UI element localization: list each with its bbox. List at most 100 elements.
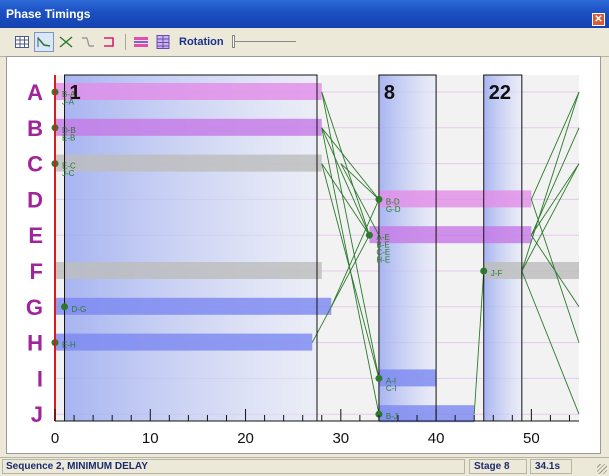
transition-label: A-I — [386, 376, 396, 385]
phase-row-label: C — [27, 152, 43, 177]
transition-line — [340, 163, 380, 200]
phase-row-label: F — [30, 259, 43, 284]
line-view-button[interactable] — [34, 32, 54, 52]
transition-label: J-A — [62, 98, 75, 107]
transition-label: B-D — [386, 197, 400, 206]
status-bar: Sequence 2, MINIMUM DELAY Stage 8 34.1s — [0, 457, 609, 476]
split-view-icon — [82, 37, 94, 47]
split-view-button[interactable] — [78, 32, 98, 52]
x-tick-label: 20 — [237, 430, 254, 447]
transition-line — [530, 234, 580, 308]
stage-number: 1 — [70, 82, 81, 104]
phase-row-label: I — [37, 366, 43, 391]
stage-area[interactable] — [378, 75, 437, 421]
transition-label: C-I — [386, 384, 397, 393]
phase-bar[interactable] — [369, 226, 532, 244]
resize-grip[interactable] — [597, 464, 607, 474]
phase-row-label: G — [26, 295, 43, 320]
x-tick-label: 10 — [142, 430, 159, 447]
phase-row-label: D — [27, 187, 43, 212]
rotation-slider[interactable] — [231, 35, 296, 49]
transition-label: E-C — [62, 162, 76, 171]
x-tick-label: 0 — [51, 430, 59, 447]
transition-marker[interactable] — [365, 231, 373, 239]
phase-bar[interactable] — [378, 369, 437, 387]
bar-color-icon — [134, 37, 148, 47]
transition-line — [530, 91, 580, 200]
grid-view-button[interactable] — [12, 32, 32, 52]
phase-bar[interactable] — [378, 190, 532, 208]
transition-label: B-E — [376, 241, 389, 250]
transition-line — [321, 91, 370, 236]
x-tick-label: 50 — [523, 430, 540, 447]
transition-line — [521, 91, 580, 272]
transition-label: J-C — [62, 169, 75, 178]
toolbar-separator — [125, 34, 126, 50]
rotation-slider-track — [233, 41, 296, 42]
phase-bar[interactable] — [55, 297, 332, 315]
transition-marker[interactable] — [61, 303, 69, 311]
phase-bar[interactable] — [55, 83, 322, 100]
transition-label: H-E — [376, 256, 390, 265]
phase-bar[interactable] — [483, 262, 579, 279]
cross-view-icon — [59, 36, 73, 48]
transition-label: E-B — [62, 133, 75, 142]
status-stage: Stage 8 — [469, 459, 527, 474]
phase-bar[interactable] — [55, 262, 322, 279]
transition-line — [321, 127, 380, 200]
transition-label: A-E — [376, 233, 389, 242]
phase-bar[interactable] — [378, 405, 475, 423]
table-view-icon — [156, 35, 170, 49]
stage-number: 22 — [489, 82, 511, 104]
phase-row-label: A — [27, 80, 43, 105]
transition-label: J-F — [491, 269, 503, 278]
bar-color-button[interactable] — [131, 32, 151, 52]
phase-bar[interactable] — [55, 154, 322, 172]
transition-line — [473, 270, 485, 415]
phase-row-label: J — [31, 402, 43, 427]
transition-marker[interactable] — [480, 267, 488, 275]
phase-timing-chart[interactable]: 1 8 22 B-AJ-AD-BE-BE-CJ-CD-GE-HB-DG-DA-EB-… — [7, 57, 600, 453]
transition-label: D-G — [72, 305, 87, 314]
transition-line — [530, 163, 580, 236]
transition-marker[interactable] — [375, 410, 383, 418]
bracket-view-button[interactable] — [100, 32, 120, 52]
stage-number: 8 — [384, 82, 395, 104]
title-bar[interactable]: Phase Timings ✕ — [0, 0, 609, 28]
close-button[interactable]: ✕ — [592, 13, 605, 26]
bracket-view-icon — [104, 37, 114, 47]
transition-label: C-E — [376, 248, 390, 257]
cross-view-button[interactable] — [56, 32, 76, 52]
status-sequence: Sequence 2, MINIMUM DELAY — [2, 459, 465, 474]
transition-label: D-B — [62, 126, 76, 135]
x-tick-label: 40 — [428, 430, 445, 447]
transition-label: B-J — [386, 412, 398, 421]
status-time: 34.1s — [530, 459, 572, 474]
grid-view-icon — [15, 36, 29, 48]
window-title: Phase Timings — [6, 7, 91, 21]
transition-label: B-A — [62, 90, 76, 99]
transition-marker[interactable] — [375, 195, 383, 203]
x-tick-label: 30 — [332, 430, 349, 447]
transition-line — [521, 270, 580, 415]
phase-row-label: B — [27, 116, 43, 141]
transition-line — [311, 234, 370, 343]
stage-area[interactable] — [483, 75, 522, 421]
transition-marker[interactable] — [375, 374, 383, 382]
phase-row-label: E — [28, 223, 43, 248]
transition-label: G-D — [386, 205, 401, 214]
table-view-button[interactable] — [153, 32, 173, 52]
transition-line — [321, 127, 370, 236]
transition-line — [340, 163, 380, 236]
transition-line — [330, 199, 380, 307]
phase-bar[interactable] — [55, 333, 313, 351]
rotation-label: Rotation — [179, 36, 224, 48]
line-view-icon — [37, 37, 51, 47]
transition-line — [521, 163, 580, 272]
phase-bar[interactable] — [55, 118, 322, 136]
toolbar: Rotation — [0, 28, 609, 57]
transition-label: E-H — [62, 341, 76, 350]
chart-area: 1 8 22 B-A J-A D-B E-B E-C J-C D-G E-H B-D G-D A-E B-… — [6, 56, 601, 454]
rotation-slider-thumb[interactable] — [231, 35, 235, 48]
transition-line — [321, 163, 370, 236]
